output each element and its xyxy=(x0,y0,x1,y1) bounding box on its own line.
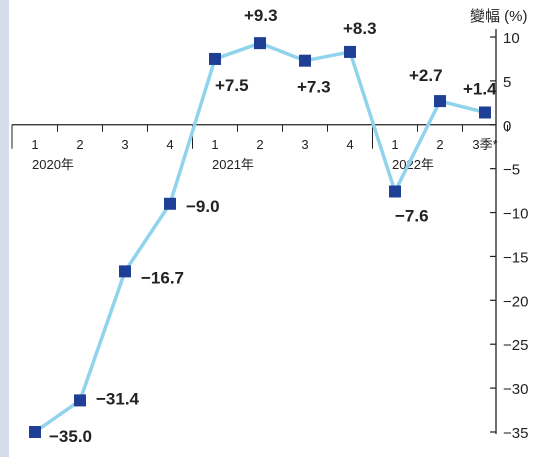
y-tick-label: −5 xyxy=(503,162,520,179)
x-category-label: 1 xyxy=(211,137,218,152)
data-label: +8.3 xyxy=(343,19,377,38)
data-label: +7.5 xyxy=(215,76,249,95)
y-tick-label: −10 xyxy=(503,206,528,223)
x-category-label: 1 xyxy=(391,137,398,152)
x-year-label: 2020年 xyxy=(32,157,74,172)
series-line xyxy=(33,41,486,434)
data-label: −9.0 xyxy=(186,197,220,216)
y-tick-label: −35 xyxy=(503,425,528,442)
x-category-label: 2 xyxy=(436,137,443,152)
y-tick-label: −20 xyxy=(503,293,528,310)
data-point xyxy=(389,185,401,198)
data-point xyxy=(344,45,356,58)
y-axis-title: 變幅 (%) xyxy=(470,8,528,25)
y-tick-label: −25 xyxy=(503,337,528,354)
data-label: −7.6 xyxy=(395,206,429,225)
data-point xyxy=(299,54,311,67)
y-tick-label: −15 xyxy=(503,249,528,266)
y-tick-label: 10 xyxy=(503,30,520,47)
y-tick-label: −30 xyxy=(503,381,528,398)
data-point xyxy=(254,37,266,50)
x-category-label: 3季* xyxy=(472,137,497,152)
x-year-label: 2022年 xyxy=(392,157,434,172)
data-label: +1.4 xyxy=(463,79,497,98)
data-label: +7.3 xyxy=(297,78,331,97)
data-point xyxy=(119,265,131,278)
x-year-label: 2021年 xyxy=(212,157,254,172)
x-category-label: 2 xyxy=(76,137,83,152)
data-point xyxy=(434,95,446,108)
x-category-label: 2 xyxy=(256,137,263,152)
data-label: +2.7 xyxy=(409,66,443,85)
x-category-label: 4 xyxy=(346,137,353,152)
x-category-label: 3 xyxy=(301,137,308,152)
data-label: −35.0 xyxy=(49,427,92,446)
y-tick-label: 5 xyxy=(503,74,511,91)
data-point xyxy=(479,106,491,119)
data-label: +9.3 xyxy=(244,6,278,25)
left-accent-stripe xyxy=(0,0,9,457)
x-category-label: 3 xyxy=(121,137,128,152)
data-point xyxy=(29,426,41,438)
x-category-label: 4 xyxy=(166,137,173,152)
data-point xyxy=(164,197,176,210)
x-category-label: 1 xyxy=(31,137,38,152)
data-point xyxy=(209,52,221,65)
data-label: −16.7 xyxy=(141,268,184,287)
data-point xyxy=(74,394,86,407)
data-label: −31.4 xyxy=(96,389,140,408)
